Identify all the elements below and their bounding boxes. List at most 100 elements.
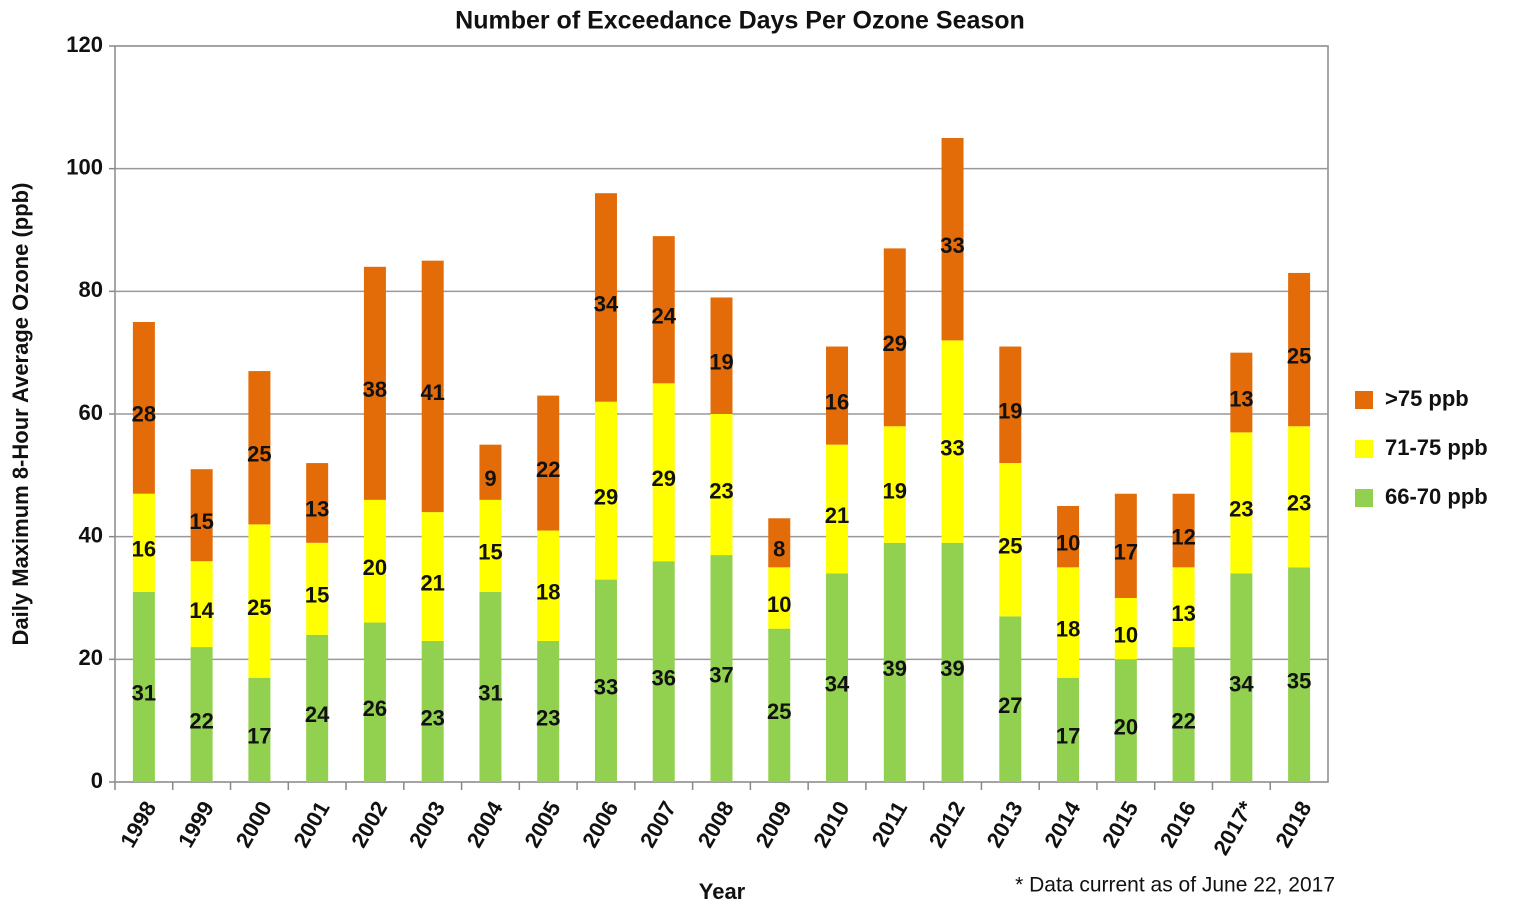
- bar-segment: [999, 346, 1022, 464]
- bar-segment: [363, 499, 386, 623]
- bar-segment: [1172, 647, 1195, 782]
- value-label: 41: [420, 380, 444, 405]
- value-label: 29: [883, 331, 907, 356]
- bar-segment: [768, 567, 791, 629]
- value-label: 13: [305, 497, 329, 522]
- value-label: 24: [651, 304, 676, 329]
- bar-segment: [1114, 659, 1137, 782]
- bar-segment: [999, 463, 1022, 617]
- bar-segment: [363, 622, 386, 782]
- bar-segment: [710, 414, 733, 556]
- value-label: 34: [594, 291, 619, 316]
- bar-segment: [710, 297, 733, 414]
- value-label: 14: [189, 598, 214, 623]
- y-tick-label: 0: [91, 768, 103, 793]
- x-tick-label: 2008: [693, 797, 739, 852]
- y-tick-label: 80: [79, 277, 103, 302]
- x-tick-label: 2006: [577, 797, 623, 852]
- bar-segment: [652, 236, 675, 384]
- value-label: 29: [594, 484, 618, 509]
- x-tick-label: 2002: [346, 797, 392, 852]
- x-tick-label: 2007: [635, 797, 681, 852]
- bar-segment: [941, 340, 964, 543]
- bar-segment: [594, 401, 617, 580]
- value-label: 24: [305, 702, 330, 727]
- value-label: 17: [1114, 540, 1138, 565]
- bar-segment: [1230, 573, 1253, 782]
- value-label: 34: [1229, 672, 1254, 697]
- value-label: 13: [1171, 601, 1195, 626]
- bar-segment: [1057, 567, 1080, 678]
- value-label: 25: [247, 595, 271, 620]
- value-label: 19: [709, 350, 733, 375]
- legend-label: >75 ppb: [1385, 386, 1469, 411]
- value-label: 13: [1229, 386, 1253, 411]
- bar-segment: [537, 530, 560, 641]
- bar-segment: [248, 371, 271, 525]
- bar-segment: [537, 640, 560, 782]
- value-label: 15: [305, 583, 329, 608]
- value-label: 25: [998, 534, 1022, 559]
- bar-segment: [768, 518, 791, 568]
- value-label: 34: [825, 672, 850, 697]
- x-tick-label: 1998: [115, 797, 161, 852]
- bar-segment: [883, 542, 906, 782]
- bar-segment: [190, 647, 213, 782]
- bar-segment: [1288, 426, 1311, 568]
- bar-segment: [883, 426, 906, 543]
- value-label: 26: [363, 696, 387, 721]
- bar-segment: [1114, 598, 1137, 660]
- value-label: 10: [1056, 530, 1080, 555]
- x-tick-label: 2001: [288, 797, 334, 852]
- y-tick-label: 20: [79, 645, 103, 670]
- x-tick-label: 2010: [808, 797, 854, 852]
- x-tick-label: 2014: [1039, 796, 1086, 852]
- value-label: 22: [536, 457, 560, 482]
- bar-segment: [132, 591, 155, 782]
- y-tick-label: 40: [79, 522, 103, 547]
- value-label: 33: [594, 675, 618, 700]
- x-tick-label: 2016: [1155, 797, 1201, 852]
- bar-segment: [421, 512, 444, 641]
- value-label: 10: [767, 592, 791, 617]
- legend-swatch: [1355, 489, 1373, 507]
- value-label: 28: [132, 402, 156, 427]
- bar-segment: [306, 542, 329, 635]
- legend-label: 71-75 ppb: [1385, 435, 1488, 460]
- value-label: 36: [651, 665, 675, 690]
- x-axis-title: Year: [699, 879, 746, 904]
- value-label: 38: [363, 377, 387, 402]
- bar-segment: [1288, 567, 1311, 782]
- bar-segment: [652, 561, 675, 782]
- bar-segment: [537, 395, 560, 531]
- legend-swatch: [1355, 440, 1373, 458]
- chart-title: Number of Exceedance Days Per Ozone Seas…: [455, 7, 1025, 35]
- bar-segment: [826, 573, 849, 782]
- bar-segment: [479, 444, 502, 500]
- legend-swatch: [1355, 391, 1373, 409]
- value-label: 17: [1056, 724, 1080, 749]
- bar-segment: [132, 493, 155, 592]
- value-label: 39: [883, 656, 907, 681]
- bar-segment: [1172, 493, 1195, 568]
- x-tick-label: 2003: [404, 797, 450, 852]
- value-label: 25: [247, 442, 271, 467]
- bar-segment: [710, 555, 733, 782]
- x-tick-label: 2013: [982, 797, 1028, 852]
- bar-segment: [479, 591, 502, 782]
- bar-segment: [826, 346, 849, 445]
- bar-segment: [1230, 432, 1253, 574]
- value-label: 22: [189, 708, 213, 733]
- value-label: 23: [420, 705, 444, 730]
- bar-segment: [999, 616, 1022, 782]
- bar-segment: [248, 677, 271, 782]
- y-tick-label: 60: [79, 400, 103, 425]
- value-label: 35: [1287, 668, 1311, 693]
- bar-segment: [1230, 352, 1253, 433]
- bar-segment: [1172, 567, 1195, 648]
- value-label: 27: [998, 693, 1022, 718]
- value-label: 23: [1287, 491, 1311, 516]
- value-label: 33: [940, 435, 964, 460]
- value-label: 33: [940, 233, 964, 258]
- x-tick-label: 2011: [867, 797, 913, 851]
